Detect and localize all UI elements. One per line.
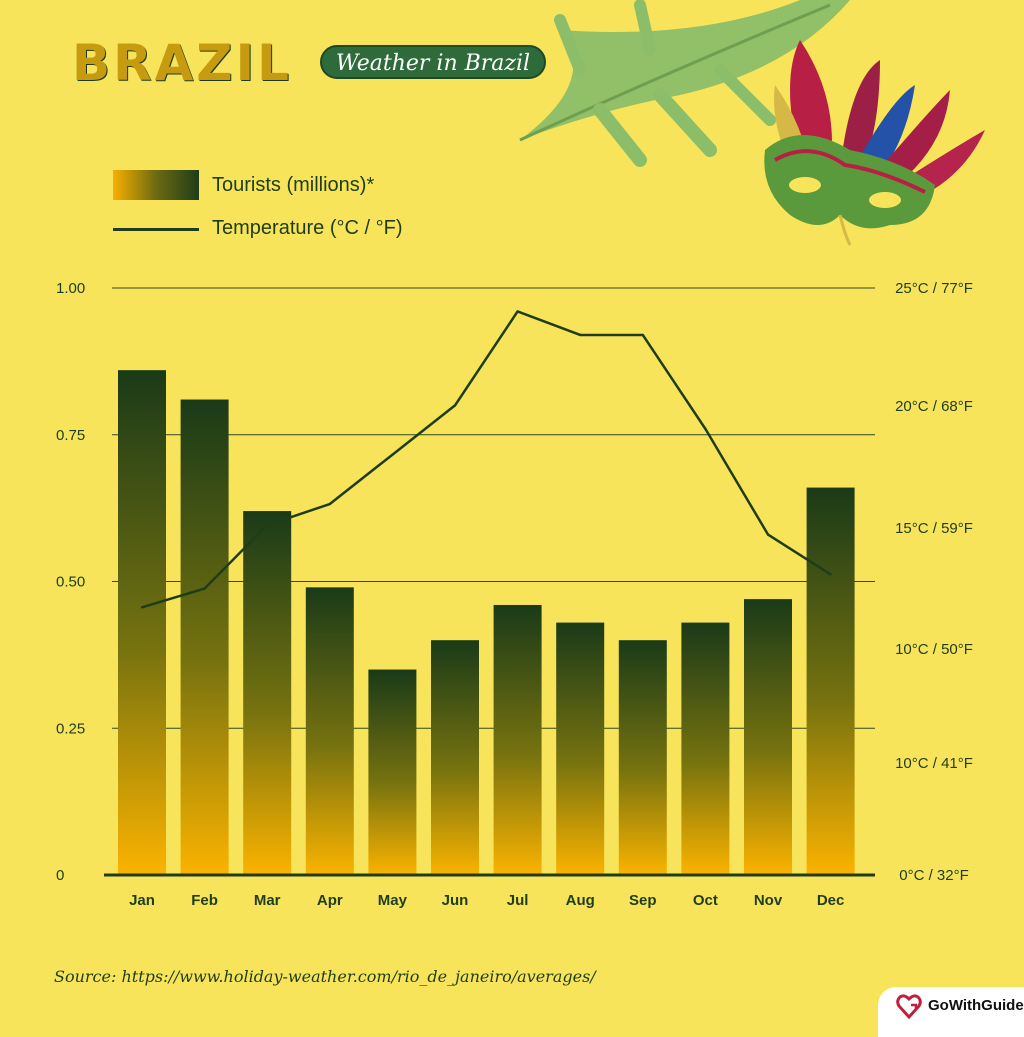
brand-badge: GoWithGuide <box>878 987 1024 1037</box>
x-tick-label: Jan <box>129 892 155 909</box>
left-tick-label: 0.25 <box>56 720 85 737</box>
temperature-point-apr <box>328 502 331 506</box>
bar-feb <box>180 399 229 875</box>
x-tick-label: Jun <box>442 892 469 909</box>
legend-bars-swatch <box>113 170 199 200</box>
right-tick-label: 15°C / 59°F <box>895 520 973 537</box>
temperature-point-sep <box>641 333 644 337</box>
temperature-point-jun <box>453 404 457 407</box>
x-tick-label: May <box>378 892 408 909</box>
brand-name: GoWithGuide <box>928 997 1024 1014</box>
temperature-point-nov <box>766 533 770 536</box>
right-tick-label: 10°C / 41°F <box>895 755 973 772</box>
temperature-point-may <box>391 453 394 456</box>
bar-jul <box>493 604 542 875</box>
temperature-point-feb <box>203 587 206 590</box>
x-tick-label: Feb <box>191 892 218 909</box>
carnival-mask-icon <box>764 40 985 246</box>
x-tick-label: Aug <box>566 892 595 909</box>
legend-bars-label: Tourists (millions)* <box>212 174 375 196</box>
left-tick-label: 0.50 <box>56 574 85 591</box>
page-title: BRAZIL <box>72 34 293 92</box>
right-tick-label: 10°C / 50°F <box>895 641 973 658</box>
temperature-point-mar <box>266 523 269 527</box>
bar-mar <box>243 511 292 875</box>
bar-jan <box>118 370 166 875</box>
bar-apr <box>305 587 354 875</box>
temperature-line <box>141 310 832 609</box>
source-note: Source: https://www.holiday-weather.com/… <box>54 967 596 986</box>
temperature-point-dec <box>829 573 832 576</box>
x-tick-label: Dec <box>817 892 845 909</box>
right-tick-label: 25°C / 77°F <box>895 280 973 297</box>
left-tick-label: 0.75 <box>56 427 85 444</box>
x-tick-label: Mar <box>254 892 281 909</box>
right-tick-label: 20°C / 68°F <box>895 398 973 415</box>
temperature-point-oct <box>704 427 707 431</box>
right-tick-label: 0°C / 32°F <box>899 867 969 884</box>
left-tick-label: 1.00 <box>56 280 85 297</box>
brand-logo-icon <box>896 994 922 1019</box>
bar-sep <box>618 640 667 875</box>
x-tick-label: Oct <box>693 892 718 909</box>
x-tick-label: Apr <box>317 892 343 909</box>
temperature-point-aug <box>579 333 582 337</box>
bar-oct <box>681 622 730 875</box>
bar-dec <box>806 487 855 875</box>
subtitle-badge: Weather in Brazil <box>320 45 546 79</box>
temperature-point-jul <box>516 310 519 313</box>
bar-nov <box>744 599 792 875</box>
left-tick-label: 0 <box>56 867 64 884</box>
x-tick-label: Nov <box>754 892 783 909</box>
legend-line-label: Temperature (°C / °F) <box>212 217 403 239</box>
legend-line-swatch <box>113 228 199 231</box>
x-tick-label: Jul <box>507 892 529 909</box>
x-tick-label: Sep <box>629 892 657 909</box>
palm-leaf-icon <box>519 0 850 167</box>
bar-jun <box>431 640 479 875</box>
bar-aug <box>556 622 605 875</box>
bar-may <box>368 669 417 875</box>
temperature-point-jan <box>140 606 144 609</box>
